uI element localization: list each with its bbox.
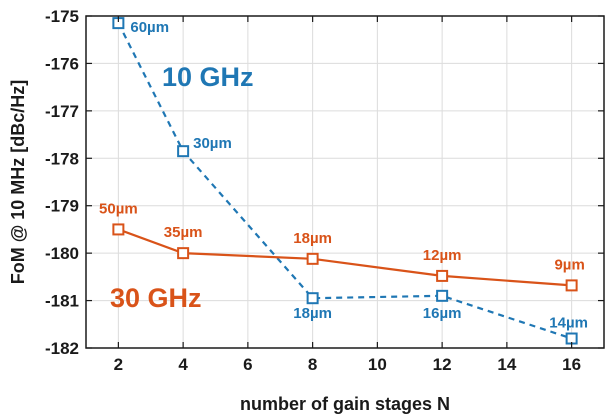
x-tick-label: 6 [243,355,252,374]
ticks-layer: 2 4 6 8 10 12 14 16 -182 -181 -180 -179 -178 -177 -176… [45,7,604,374]
y-tick-label: -175 [45,7,79,26]
data-point [306,252,319,265]
plot-frame [85,15,605,349]
data-label: 16µm [423,305,462,322]
x-tick-label: 14 [497,355,516,374]
y-tick-label: -177 [45,102,79,121]
data-point [436,289,449,302]
y-tick-label: -180 [45,244,79,263]
data-label: 9µm [554,256,584,273]
y-tick-label: -176 [45,54,79,73]
data-point [177,247,190,260]
data-label: 18µm [293,230,332,247]
y-tick-label: -178 [45,149,79,168]
x-tick-label: 2 [114,355,123,374]
data-point [306,292,319,305]
data-point [177,145,190,158]
series-title-10ghz: 10 GHz [162,62,254,92]
data-label: 30µm [193,135,232,152]
data-label: 14µm [549,315,588,332]
series-0: 60µm 30µm 18µm 16µm 14µm [112,17,588,345]
y-axis-title: FoM @ 10 MHz [dBc/Hz] [8,80,28,285]
data-label: 18µm [293,305,332,322]
data-label: 35µm [164,224,203,241]
series-title-30ghz: 30 GHz [110,283,202,313]
x-tick-label: 16 [562,355,581,374]
data-label: 60µm [130,19,169,36]
data-label: 50µm [99,200,138,217]
x-tick-label: 8 [308,355,317,374]
series-layer: 60µm 30µm 18µm 16µm 14µm 50µm 35µm 18µm 12µm 9µm [99,17,588,345]
series-1: 50µm 35µm 18µm 12µm 9µm [99,200,585,292]
data-label: 12µm [423,247,462,264]
x-tick-label: 10 [368,355,387,374]
grid [86,15,604,349]
x-tick-label: 12 [433,355,452,374]
data-point [112,223,125,236]
y-tick-label: -179 [45,197,79,216]
data-point [436,269,449,282]
x-axis-title: number of gain stages N [240,394,450,414]
y-tick-label: -182 [45,339,79,358]
x-tick-label: 4 [178,355,188,374]
data-point [565,279,578,292]
y-tick-label: -181 [45,292,79,311]
